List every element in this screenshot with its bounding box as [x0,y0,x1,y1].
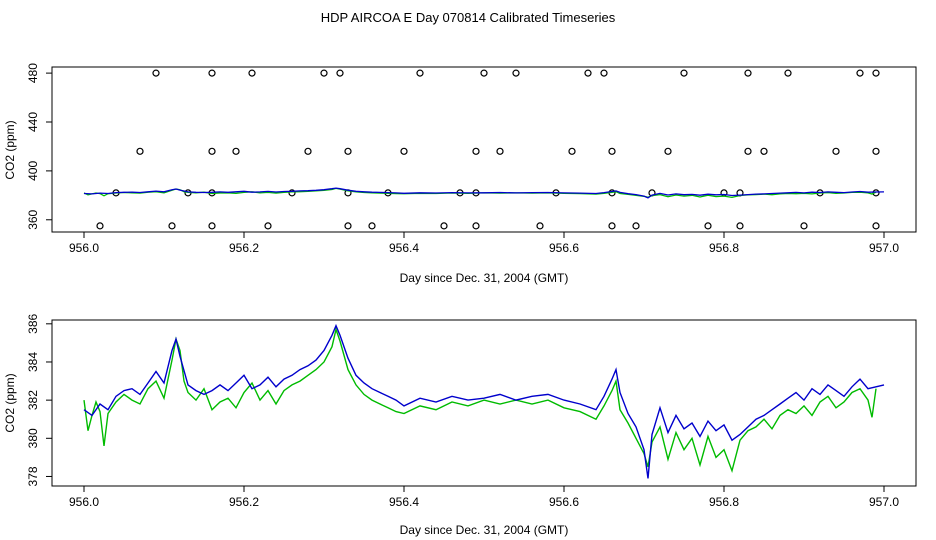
data-point [472,222,480,230]
panel-bottom-x-label: Day since Dec. 31, 2004 (GMT) [400,523,569,537]
data-point [344,222,352,230]
panel-top-y-label: CO2 (ppm) [3,120,17,179]
data-point [400,147,408,155]
panel-top-lines [83,187,885,199]
data-point [248,69,256,77]
y-tick-label: 378 [26,466,40,486]
data-point [784,69,792,77]
panel-top-points [96,69,880,230]
data-point [584,69,592,77]
data-point [760,147,768,155]
panel-bottom-lines [83,323,885,479]
data-point [736,222,744,230]
panel-top: 956.0 956.2 956.4 956.6 956.8 957.0 360 400 440… [3,63,917,285]
panel-bottom-y-ticks: 378 380 382 384 386 [26,313,52,486]
data-point [704,222,712,230]
data-point [872,147,880,155]
panel-top-x-label: Day since Dec. 31, 2004 (GMT) [400,271,569,285]
panel-top-frame [51,66,917,233]
data-point [232,147,240,155]
data-point [608,147,616,155]
data-point [336,69,344,77]
data-point [320,69,328,77]
data-point [872,222,880,230]
data-point [664,147,672,155]
data-point [208,147,216,155]
data-point [872,69,880,77]
y-tick-label: 440 [26,112,40,132]
x-tick-label: 956.0 [69,495,99,509]
y-tick-label: 380 [26,428,40,448]
data-point [744,69,752,77]
data-point [440,222,448,230]
y-tick-label: 386 [26,313,40,333]
x-tick-label: 956.2 [229,241,259,255]
data-point [632,222,640,230]
panel-top-y-ticks: 360 400 440 480 [26,63,52,230]
data-point [472,147,480,155]
panel-bottom-frame [51,319,917,487]
data-point [600,69,608,77]
x-tick-label: 956.6 [549,241,579,255]
y-tick-label: 400 [26,161,40,181]
data-point [264,222,272,230]
x-tick-label: 956.6 [549,495,579,509]
data-point [680,69,688,77]
data-point [608,222,616,230]
x-tick-label: 956.8 [709,241,739,255]
data-point [512,69,520,77]
overview-line-blue [83,187,885,199]
panel-bottom: 956.0 956.2 956.4 956.6 956.8 957.0 378 380 382… [3,313,917,537]
y-tick-label: 360 [26,209,40,229]
data-point [368,222,376,230]
data-point [480,69,488,77]
data-point [168,222,176,230]
panel-bottom-x-ticks: 956.0 956.2 956.4 956.6 956.8 957.0 [69,486,899,509]
data-point [832,147,840,155]
x-tick-label: 957.0 [869,495,899,509]
data-point [96,222,104,230]
data-point [568,147,576,155]
x-tick-label: 956.8 [709,495,739,509]
data-point [208,222,216,230]
data-point [136,147,144,155]
x-tick-label: 957.0 [869,241,899,255]
x-tick-label: 956.0 [69,241,99,255]
data-point [304,147,312,155]
y-tick-label: 382 [26,390,40,410]
data-point [800,222,808,230]
figure-title: HDP AIRCOA E Day 070814 Calibrated Times… [321,10,616,25]
data-point [152,69,160,77]
data-point [344,147,352,155]
data-point [744,147,752,155]
data-point [208,69,216,77]
x-tick-label: 956.4 [389,241,419,255]
data-point [288,189,296,197]
x-tick-label: 956.4 [389,495,419,509]
y-tick-label: 480 [26,63,40,83]
data-point [856,69,864,77]
x-tick-label: 956.2 [229,495,259,509]
data-point [496,147,504,155]
data-point [416,69,424,77]
series-line-green [83,326,877,473]
panel-bottom-y-label: CO2 (ppm) [3,373,17,432]
data-point [536,222,544,230]
series-line-blue [83,323,885,479]
y-tick-label: 384 [26,352,40,372]
panel-top-x-ticks: 956.0 956.2 956.4 956.6 956.8 957.0 [69,232,899,255]
